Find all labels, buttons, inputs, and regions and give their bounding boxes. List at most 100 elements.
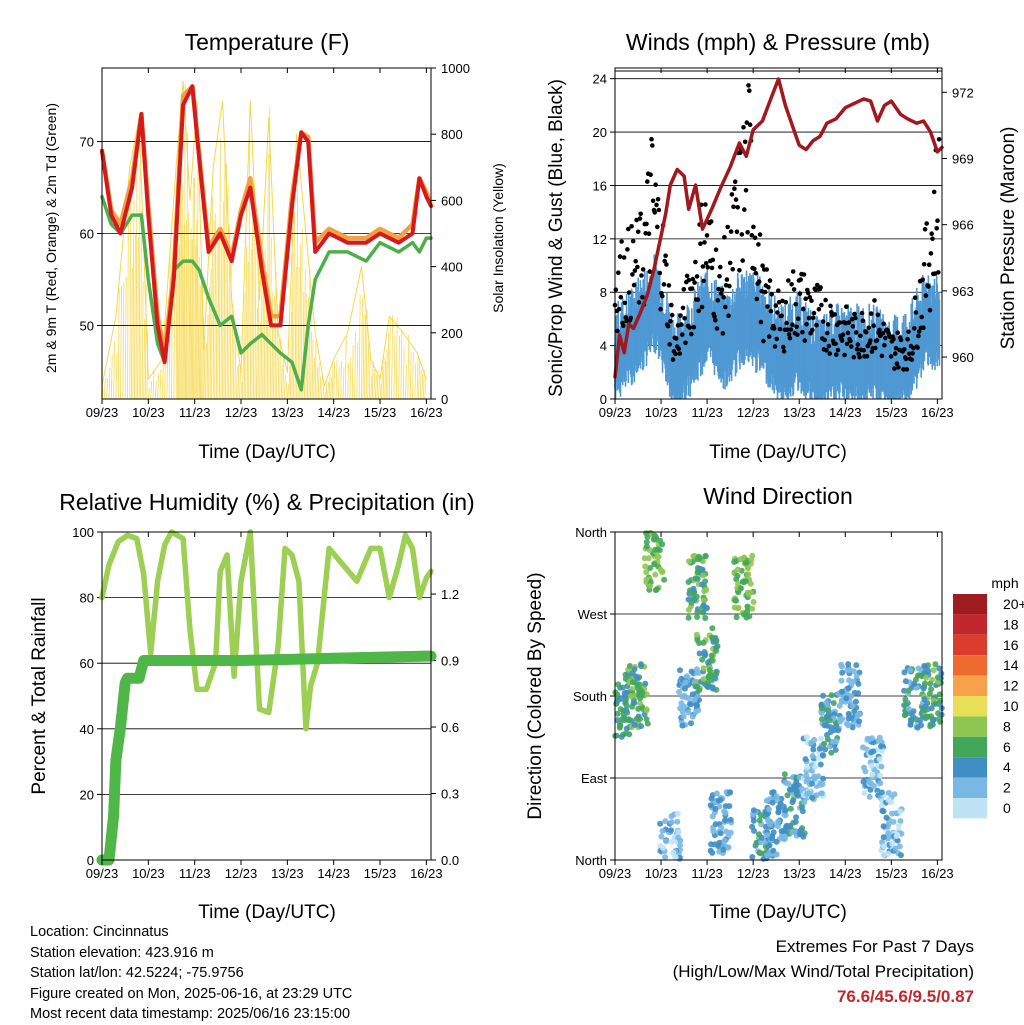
rh-xtick-label: 14/23 bbox=[317, 866, 350, 881]
direction-point bbox=[734, 572, 741, 579]
gust-point bbox=[752, 235, 758, 241]
solar-spike bbox=[194, 244, 197, 400]
direction-point bbox=[839, 669, 846, 676]
direction-point bbox=[908, 718, 915, 725]
wind-frame bbox=[614, 67, 943, 400]
direction-point bbox=[921, 696, 928, 703]
solar-spike bbox=[316, 367, 319, 400]
direction-point bbox=[853, 673, 860, 680]
gust-point bbox=[754, 296, 760, 302]
direction-point bbox=[743, 614, 750, 621]
direction-point bbox=[818, 735, 824, 742]
solar-spike bbox=[422, 369, 425, 400]
direction-point bbox=[885, 850, 892, 857]
gust-point bbox=[795, 332, 800, 338]
gust-point bbox=[766, 285, 771, 290]
gust-point bbox=[679, 322, 684, 327]
solar-spike bbox=[251, 209, 254, 400]
direction-point bbox=[861, 790, 868, 796]
direction-point bbox=[878, 803, 885, 809]
direction-point bbox=[661, 576, 668, 583]
direction-point bbox=[658, 833, 665, 840]
direction-point bbox=[709, 657, 716, 664]
solar-spike bbox=[283, 375, 286, 400]
direction-point bbox=[703, 587, 710, 593]
direction-point bbox=[768, 835, 775, 842]
rh-xtick-label: 11/23 bbox=[179, 866, 211, 881]
direction-point bbox=[756, 849, 763, 856]
solar-spike bbox=[234, 336, 237, 400]
solar-spike bbox=[385, 349, 388, 400]
direction-point bbox=[905, 687, 912, 694]
gust-point bbox=[824, 348, 829, 353]
direction-point bbox=[773, 838, 780, 845]
direction-point bbox=[936, 691, 943, 698]
gust-point bbox=[752, 266, 757, 272]
gust-point bbox=[823, 297, 828, 303]
gust-point bbox=[639, 273, 644, 278]
direction-point bbox=[642, 680, 649, 687]
gust-point bbox=[689, 331, 694, 337]
direction-point bbox=[617, 706, 624, 713]
direction-point bbox=[677, 842, 684, 849]
gust-point bbox=[926, 262, 932, 268]
gust-point bbox=[936, 270, 941, 275]
gust-point bbox=[852, 311, 857, 317]
rh-y2tick-label: 1.2 bbox=[441, 587, 459, 602]
direction-point bbox=[880, 852, 887, 859]
temperature-y2label: Solar Insolation (Yellow) bbox=[490, 163, 506, 313]
gust-point bbox=[913, 310, 919, 315]
humidity-ylabel: Percent & Total Rainfall bbox=[29, 597, 50, 794]
gust-point bbox=[690, 276, 696, 282]
gust-point bbox=[657, 270, 663, 276]
solar-spike bbox=[347, 362, 350, 400]
direction-point bbox=[699, 566, 706, 573]
solar-spike bbox=[248, 127, 251, 400]
solar-spike bbox=[246, 262, 249, 400]
direction-point bbox=[794, 788, 800, 795]
gust-point bbox=[775, 310, 780, 315]
gust-point bbox=[849, 344, 854, 349]
solar-spike bbox=[120, 285, 122, 400]
solar-spike bbox=[314, 341, 317, 400]
gust-point bbox=[835, 347, 841, 353]
direction-point bbox=[707, 847, 714, 854]
direction-point bbox=[686, 558, 692, 565]
gust-point bbox=[922, 227, 928, 232]
solar-spike bbox=[108, 367, 111, 400]
direction-point bbox=[685, 579, 692, 585]
direction-point bbox=[643, 706, 650, 713]
colorbar-label: 0 bbox=[1003, 800, 1011, 816]
solar-spike bbox=[242, 346, 245, 400]
direction-title: Wind Direction bbox=[703, 483, 853, 509]
gust-point bbox=[844, 341, 850, 347]
timestamp-text: Most recent data timestamp: 2025/06/16 2… bbox=[30, 1006, 351, 1022]
solar-spike bbox=[115, 353, 118, 400]
extremes-line2: (High/Low/Max Wind/Total Precipitation) bbox=[672, 962, 974, 981]
gust-point bbox=[719, 287, 725, 293]
gust-point bbox=[649, 136, 654, 142]
solar-spike bbox=[323, 392, 326, 400]
gust-point bbox=[618, 294, 624, 300]
solar-spike bbox=[279, 338, 282, 400]
solar-spike bbox=[180, 193, 183, 400]
solar-spike bbox=[173, 271, 176, 400]
direction-point bbox=[833, 738, 840, 745]
gust-point bbox=[833, 341, 838, 347]
temp-y2tick-label: 0 bbox=[441, 392, 448, 407]
direction-point bbox=[878, 743, 884, 750]
gust-point bbox=[834, 352, 839, 357]
temp-ytick-label: 50 bbox=[80, 318, 94, 333]
solar-spike bbox=[330, 377, 333, 400]
gust-point bbox=[781, 349, 787, 354]
gust-point bbox=[670, 357, 676, 362]
direction-point bbox=[923, 713, 930, 720]
solar-spike bbox=[132, 200, 135, 400]
direction-point bbox=[726, 803, 733, 810]
elevation-text: Station elevation: 423.916 m bbox=[30, 944, 214, 961]
direction-point bbox=[647, 565, 653, 571]
direction-point bbox=[902, 701, 909, 708]
temperature-plot: 50 60 70 0 200 400 600 800 1000 09/23 10/23 11/23 12… bbox=[80, 61, 470, 420]
temp-xtick-label: 15/23 bbox=[364, 405, 397, 420]
direction-point bbox=[877, 780, 884, 787]
